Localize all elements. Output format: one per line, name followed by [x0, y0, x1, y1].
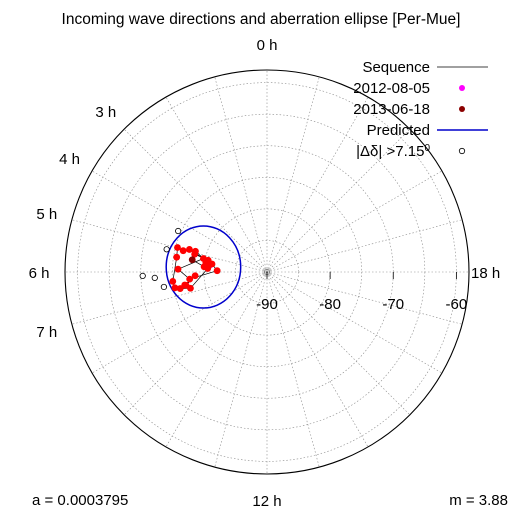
data-point: [206, 261, 214, 268]
legend-label: 2012-08-05: [353, 80, 430, 97]
grid-spoke: [266, 271, 320, 468]
grid-spoke: [266, 128, 411, 273]
data-point: [169, 278, 177, 285]
legend-swatch-point: [459, 85, 465, 91]
data-point: [213, 267, 221, 275]
polar-grid: [64, 69, 470, 475]
outlier-point: [175, 227, 182, 235]
end-point: [188, 256, 196, 264]
legend-swatch-open-point: [458, 147, 466, 155]
grid-spoke: [266, 219, 463, 273]
data-point: [174, 265, 182, 273]
legend-label: Predicted: [367, 122, 430, 139]
data-point: [200, 263, 208, 271]
grid-spoke: [123, 271, 268, 416]
legend-label-text: Sequence: [362, 59, 430, 76]
radial-tick-label: -80: [319, 296, 341, 313]
data-point: [174, 244, 181, 251]
hour-label: 12 h: [252, 493, 281, 510]
radial-axis: -90 -80 -70 -60: [256, 272, 467, 313]
grid-spoke: [266, 271, 411, 416]
grid-spoke: [266, 271, 463, 325]
points-layer: [139, 227, 221, 292]
grid-spoke: [123, 128, 268, 273]
grid-spoke: [214, 271, 268, 468]
data-point: [191, 272, 199, 280]
legend-swatch-point: [459, 106, 465, 112]
outlier-point: [163, 246, 170, 253]
grid-spoke: [266, 271, 369, 448]
outlier-point: [151, 274, 158, 281]
grid-spoke: [165, 271, 268, 448]
annotation-a: a = 0.0003795: [32, 492, 128, 509]
grid-spoke: [91, 271, 268, 374]
grid-spoke: [91, 170, 268, 273]
data-point: [176, 285, 184, 292]
data-point: [192, 247, 199, 255]
data-point: [187, 284, 194, 292]
predicted-ellipse: [165, 225, 242, 309]
outer-circle: [64, 69, 470, 475]
hour-label: 0 h: [257, 37, 278, 54]
legend-label-text: 2013-06-18: [353, 101, 430, 118]
radial-tick-label: -90: [256, 296, 278, 313]
data-point: [186, 246, 193, 253]
grid-spoke: [266, 76, 320, 273]
grid-spoke: [266, 96, 369, 273]
radial-tick-label: -70: [382, 296, 404, 313]
hour-label: 5 h: [36, 206, 57, 223]
data-point: [173, 253, 181, 261]
legend: Sequence 2012-08-05 2013-06-18 Predicted |Δδ…: [353, 59, 488, 160]
hour-labels: 0 h 3 h 4 h 5 h 6 h 7 h 12 h 18 h: [29, 37, 501, 510]
legend-label-text: 2012-08-05: [353, 80, 430, 97]
legend-label-text: Predicted: [367, 122, 430, 139]
grid-spoke: [266, 271, 443, 374]
hour-label: 3 h: [95, 104, 116, 121]
grid-spoke: [165, 96, 268, 273]
outlier-point: [160, 283, 168, 291]
grid-spoke: [71, 271, 268, 325]
legend-label-text: |Δδ| >7.15: [356, 143, 424, 160]
radial-tick-label: -60: [446, 296, 468, 313]
outlier-point: [139, 272, 146, 280]
legend-label: Sequence: [362, 59, 430, 76]
predicted-ellipse-layer: [165, 225, 242, 309]
hour-label: 4 h: [59, 151, 80, 168]
grid-spoke: [214, 76, 268, 273]
hour-label: 18 h: [471, 265, 500, 282]
hour-label: 6 h: [29, 265, 50, 282]
legend-label: 2013-06-18: [353, 101, 430, 118]
hour-label: 7 h: [36, 324, 57, 341]
data-point: [179, 247, 187, 255]
legend-label-superscript: 0: [424, 143, 430, 154]
chart-title: Incoming wave directions and aberration …: [62, 11, 461, 28]
grid-spoke: [266, 170, 443, 273]
annotation-m: m = 3.88: [449, 492, 508, 509]
data-point: [186, 275, 194, 283]
data-point: [171, 284, 179, 292]
legend-label: |Δδ| >7.150: [356, 143, 430, 161]
grid-spoke: [71, 219, 268, 273]
